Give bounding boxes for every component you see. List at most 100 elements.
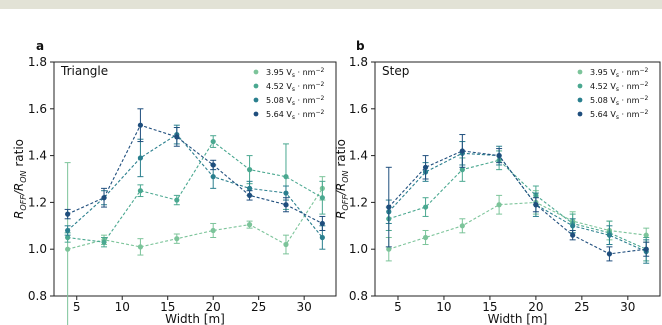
panel-letter: a [36,39,44,53]
panel-b: b 0.8 1.0 1.2 1.4 1.6 1.8 5 10 15 20 25 30 Width [m] R… [334,39,661,325]
y-axis-label: ROFF/RON ratio [334,139,350,219]
data-point [246,222,253,228]
legend-label: 5.08 Vs · nm−2 [266,95,324,107]
data-point [386,204,392,210]
x-tick-label: 25 [574,300,589,314]
legend-marker [253,97,259,103]
x-tick-label: 10 [115,300,130,314]
data-point [422,204,429,210]
x-tick-label: 5 [394,300,402,314]
legend-marker [577,69,583,75]
panel-letter: b [356,39,365,53]
legend-marker [577,97,583,103]
data-point [319,195,325,201]
panel-a: a 0.8 1.0 1.2 1.4 1.6 1.8 5 10 15 20 25 30 Width [m] R… [12,39,337,325]
legend-label: 4.52 Vs · nm−2 [266,81,324,93]
legend-marker [253,83,259,89]
axes-frame [374,61,661,297]
legend-label: 5.08 Vs · nm−2 [590,95,648,107]
y-axis-label: ROFF/RON ratio [12,139,28,219]
data-point [174,197,180,203]
data-point [137,155,144,161]
data-point [137,244,144,250]
series-line [67,140,323,243]
y-tick-label: 1.4 [349,149,368,163]
data-point [210,174,216,180]
legend-marker [577,111,583,117]
data-point [101,195,107,201]
y-tick-label: 1.0 [28,242,47,256]
legend-marker [577,83,583,89]
data-point [283,190,289,196]
y-tick-label: 1.6 [28,102,47,116]
legend-label: 3.95 Vs · nm−2 [266,67,324,79]
data-point [65,211,71,217]
legend-marker [253,69,259,75]
x-axis-label: Width [m] [165,312,225,325]
data-point [283,241,289,248]
top-rule [0,0,662,9]
data-point [65,234,71,241]
data-point [65,227,71,234]
data-point [65,246,71,252]
data-point [422,164,429,170]
panel-title: Step [382,64,409,78]
data-point [496,153,502,159]
legend-label: 5.64 Vs · nm−2 [266,109,324,121]
x-tick-label: 30 [297,300,312,314]
series-line [388,201,647,250]
data-point [386,246,392,252]
series-line [67,133,323,238]
y-tick-label: 0.8 [349,289,368,303]
data-point [459,148,465,154]
y-tick-label: 1.8 [28,55,47,69]
data-point [319,220,325,227]
y-tick-label: 1.4 [28,149,47,163]
data-point [210,227,216,234]
data-point [606,232,613,238]
panel-title: Triangle [60,64,108,78]
data-point [283,174,289,180]
data-point [643,232,649,238]
legend: 3.95 Vs · nm−2 4.52 Vs · nm−2 5.08 Vs · nm… [577,67,648,121]
legend-label: 3.95 Vs · nm−2 [590,67,648,79]
legend-label: 5.64 Vs · nm−2 [590,109,648,121]
data-point [570,232,576,238]
data-point [210,162,216,168]
x-tick-label: 20 [528,300,543,314]
series-line [388,150,647,255]
legend-label: 4.52 Vs · nm−2 [590,81,648,93]
x-tick-label: 15 [160,300,175,314]
data-point [606,251,613,257]
y-tick-label: 1.8 [349,55,368,69]
data-point [422,234,429,241]
data-point [174,134,180,140]
data-point [319,234,325,241]
data-point [459,223,465,229]
data-point [533,202,539,208]
y-tick-label: 1.6 [349,102,368,116]
series-4 [385,134,650,262]
series-4 [64,108,326,231]
data-point [283,202,289,208]
series-line [388,159,647,250]
legend-marker [253,111,259,117]
x-tick-label: 10 [436,300,451,314]
y-tick-label: 1.2 [28,195,47,209]
x-tick-label: 20 [206,300,221,314]
data-point [174,236,180,242]
y-tick-label: 1.2 [349,195,368,209]
legend: 3.95 Vs · nm−2 4.52 Vs · nm−2 5.08 Vs · nm… [253,67,324,121]
data-point [101,239,107,245]
x-tick-label: 15 [482,300,497,314]
series-line [67,124,323,224]
x-tick-label: 5 [73,300,81,314]
series-2 [64,135,326,248]
data-point [643,246,649,252]
data-point [210,138,216,145]
x-tick-label: 25 [251,300,266,314]
data-point [459,167,465,173]
series-3 [64,124,326,250]
data-point [246,185,253,191]
